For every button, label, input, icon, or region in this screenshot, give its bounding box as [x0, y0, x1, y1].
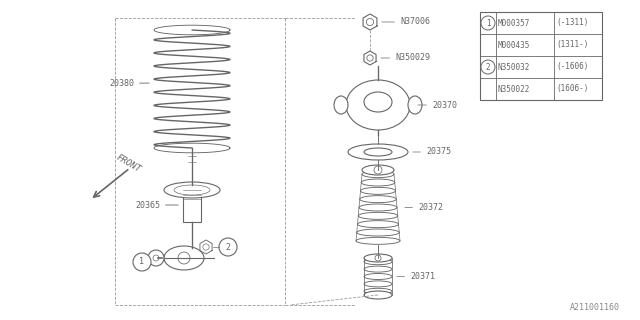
Circle shape — [374, 166, 382, 174]
Ellipse shape — [346, 80, 410, 130]
Ellipse shape — [356, 237, 400, 244]
Ellipse shape — [174, 185, 210, 195]
Circle shape — [203, 244, 209, 250]
Circle shape — [375, 255, 381, 261]
Text: M000435: M000435 — [498, 41, 531, 50]
Bar — [480, 12, 602, 100]
Text: 20375: 20375 — [413, 148, 451, 156]
Ellipse shape — [408, 96, 422, 114]
Circle shape — [133, 253, 151, 271]
Ellipse shape — [364, 254, 392, 262]
Text: (-1606): (-1606) — [556, 62, 588, 71]
Circle shape — [148, 250, 164, 266]
Circle shape — [481, 16, 495, 30]
Text: N350022: N350022 — [498, 84, 531, 93]
Ellipse shape — [364, 274, 392, 279]
Text: 20380: 20380 — [109, 79, 149, 88]
Ellipse shape — [359, 204, 397, 211]
Ellipse shape — [364, 92, 392, 112]
Circle shape — [366, 18, 374, 26]
Ellipse shape — [348, 144, 408, 160]
Text: 2: 2 — [225, 243, 230, 252]
Ellipse shape — [362, 165, 394, 175]
Text: (1606-): (1606-) — [556, 84, 588, 93]
Ellipse shape — [364, 266, 392, 272]
Bar — [183, 185, 201, 222]
Ellipse shape — [364, 259, 392, 265]
Ellipse shape — [334, 96, 348, 114]
Ellipse shape — [361, 179, 395, 186]
Text: 20372: 20372 — [404, 203, 443, 212]
Text: (1311-): (1311-) — [556, 41, 588, 50]
Text: M000357: M000357 — [498, 19, 531, 28]
Text: 2: 2 — [486, 62, 490, 71]
Text: 20365: 20365 — [135, 201, 178, 210]
Ellipse shape — [358, 221, 399, 228]
Ellipse shape — [360, 196, 396, 203]
Ellipse shape — [356, 229, 399, 236]
Ellipse shape — [358, 212, 397, 219]
Ellipse shape — [364, 288, 392, 294]
Text: 1: 1 — [486, 19, 490, 28]
Text: N350032: N350032 — [498, 62, 531, 71]
Ellipse shape — [164, 246, 204, 270]
Ellipse shape — [362, 171, 394, 178]
Text: A211001160: A211001160 — [570, 303, 620, 312]
Text: 1: 1 — [140, 258, 145, 267]
Circle shape — [481, 60, 495, 74]
Circle shape — [367, 55, 373, 61]
Text: N350029: N350029 — [381, 53, 430, 62]
Text: N37006: N37006 — [382, 18, 430, 27]
Ellipse shape — [364, 281, 392, 287]
Ellipse shape — [164, 182, 220, 198]
Text: 20370: 20370 — [418, 100, 457, 109]
Circle shape — [153, 255, 159, 261]
Circle shape — [219, 238, 237, 256]
Text: FRONT: FRONT — [115, 153, 143, 174]
Ellipse shape — [364, 291, 392, 299]
Text: 20371: 20371 — [397, 272, 435, 281]
Text: (-1311): (-1311) — [556, 19, 588, 28]
Circle shape — [178, 252, 190, 264]
Ellipse shape — [364, 148, 392, 156]
Ellipse shape — [360, 187, 396, 194]
